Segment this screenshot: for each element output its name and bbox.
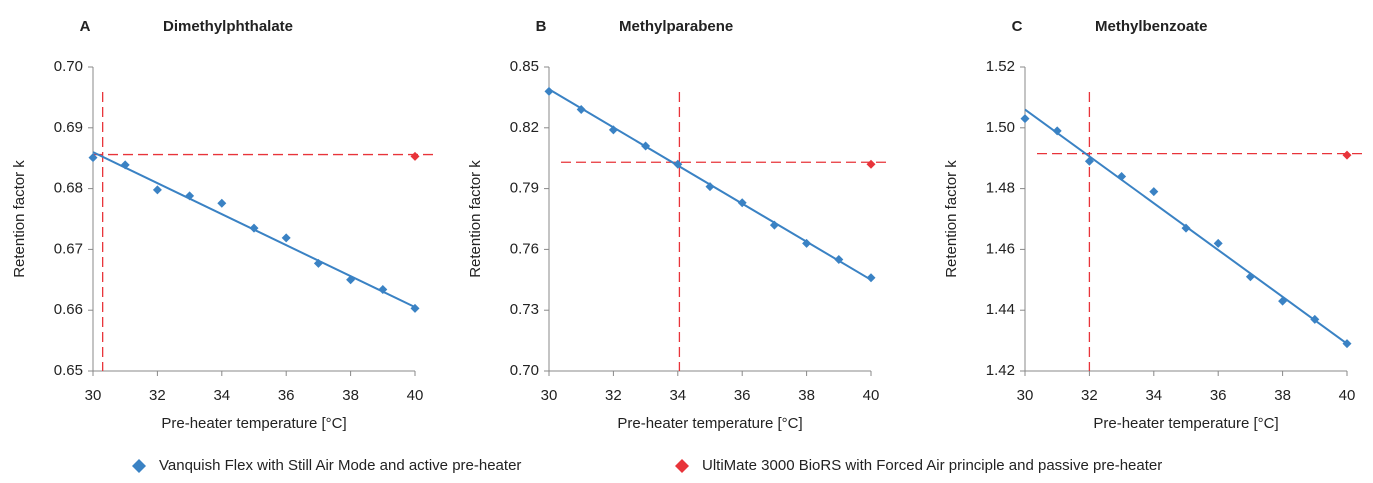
- y-tick-label: 1.46: [986, 240, 1015, 257]
- data-point: [641, 141, 651, 151]
- x-tick-label: 40: [407, 387, 424, 404]
- x-tick-label: 34: [669, 387, 686, 404]
- data-point: [1084, 156, 1094, 166]
- data-point: [834, 255, 844, 265]
- x-tick-label: 32: [605, 387, 622, 404]
- data-point: [802, 238, 812, 248]
- y-tick-label: 0.73: [510, 301, 539, 318]
- x-tick-label: 30: [1017, 387, 1034, 404]
- x-tick-label: 32: [149, 387, 166, 404]
- x-tick-label: 30: [85, 387, 102, 404]
- y-axis-title: Retention factor k: [11, 160, 28, 278]
- data-point: [769, 220, 779, 230]
- y-tick-label: 0.68: [54, 180, 83, 197]
- y-tick-label: 0.66: [54, 301, 83, 318]
- x-tick-label: 34: [213, 387, 230, 404]
- data-point: [410, 303, 420, 313]
- data-point: [576, 105, 586, 115]
- data-point: [185, 191, 195, 201]
- x-axis-title: Pre-heater temperature [°C]: [161, 415, 346, 432]
- y-tick-label: 0.70: [54, 58, 83, 75]
- data-point: [1052, 126, 1062, 136]
- data-point: [1181, 223, 1191, 233]
- x-tick-label: 38: [798, 387, 815, 404]
- data-point: [866, 159, 876, 169]
- data-point: [608, 125, 618, 135]
- x-tick-label: 36: [278, 387, 295, 404]
- data-point: [217, 198, 227, 208]
- y-tick-label: 0.69: [54, 119, 83, 136]
- x-tick-label: 38: [342, 387, 359, 404]
- chart-title: Methylparabene: [619, 18, 733, 35]
- y-axis-title: Retention factor k: [943, 160, 960, 278]
- data-point: [410, 151, 420, 161]
- x-tick-label: 30: [541, 387, 558, 404]
- chart-title: Dimethylphthalate: [163, 18, 293, 35]
- y-axis-title: Retention factor k: [467, 160, 484, 278]
- y-tick-label: 0.85: [510, 58, 539, 75]
- data-point: [544, 86, 554, 96]
- y-tick-label: 0.70: [510, 362, 539, 379]
- x-tick-label: 34: [1145, 387, 1162, 404]
- x-axis-title: Pre-heater temperature [°C]: [617, 415, 802, 432]
- x-tick-label: 40: [1339, 387, 1356, 404]
- data-point: [1342, 339, 1352, 349]
- chart-title: Methylbenzoate: [1095, 18, 1208, 35]
- y-tick-label: 1.48: [986, 180, 1015, 197]
- data-point: [1245, 272, 1255, 282]
- data-point: [378, 285, 388, 295]
- legend-marker: [675, 459, 689, 473]
- data-point: [120, 160, 130, 170]
- x-tick-label: 40: [863, 387, 880, 404]
- data-point: [1342, 150, 1352, 160]
- x-tick-label: 32: [1081, 387, 1098, 404]
- data-point: [1117, 171, 1127, 181]
- y-tick-label: 1.42: [986, 362, 1015, 379]
- data-point: [1278, 296, 1288, 306]
- x-tick-label: 36: [1210, 387, 1227, 404]
- data-point: [281, 233, 291, 243]
- y-tick-label: 0.79: [510, 180, 539, 197]
- y-tick-label: 1.52: [986, 58, 1015, 75]
- y-tick-label: 0.67: [54, 240, 83, 257]
- data-point: [1310, 314, 1320, 324]
- data-point: [1213, 238, 1223, 248]
- data-point: [313, 258, 323, 268]
- panel-label: B: [536, 18, 547, 35]
- legend-marker: [132, 459, 146, 473]
- data-point: [1149, 187, 1159, 197]
- data-point: [152, 185, 162, 195]
- data-point: [705, 182, 715, 192]
- x-tick-label: 36: [734, 387, 751, 404]
- data-point: [88, 153, 98, 163]
- panel-label: C: [1012, 18, 1023, 35]
- data-point: [1020, 114, 1030, 124]
- data-point: [737, 198, 747, 208]
- y-tick-label: 0.65: [54, 362, 83, 379]
- y-tick-label: 1.44: [986, 301, 1015, 318]
- x-axis-title: Pre-heater temperature [°C]: [1093, 415, 1278, 432]
- data-point: [673, 159, 683, 169]
- y-tick-label: 1.50: [986, 119, 1015, 136]
- data-point: [249, 223, 259, 233]
- panel-label: A: [80, 18, 91, 35]
- legend-label: Vanquish Flex with Still Air Mode and ac…: [159, 457, 521, 474]
- data-point: [866, 273, 876, 283]
- y-tick-label: 0.76: [510, 240, 539, 257]
- y-tick-label: 0.82: [510, 119, 539, 136]
- legend-label: UltiMate 3000 BioRS with Forced Air prin…: [702, 457, 1162, 474]
- x-tick-label: 38: [1274, 387, 1291, 404]
- data-point: [346, 275, 356, 285]
